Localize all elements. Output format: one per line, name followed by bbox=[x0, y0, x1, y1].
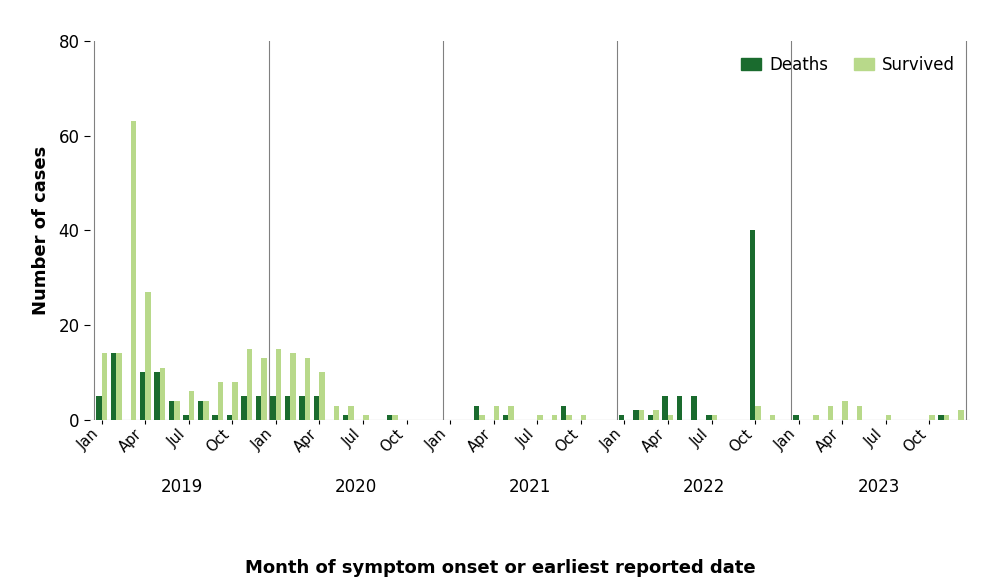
Bar bbox=[691, 396, 697, 420]
Bar bbox=[857, 406, 862, 420]
Bar bbox=[343, 415, 348, 420]
Bar bbox=[299, 396, 305, 420]
Bar bbox=[706, 415, 712, 420]
Bar bbox=[203, 401, 209, 420]
Bar bbox=[131, 121, 136, 420]
Text: Month of symptom onset or earliest reported date: Month of symptom onset or earliest repor… bbox=[245, 559, 755, 577]
Legend: Deaths, Survived: Deaths, Survived bbox=[735, 49, 962, 80]
Bar bbox=[334, 406, 339, 420]
Bar bbox=[938, 415, 944, 420]
Bar bbox=[218, 382, 223, 420]
Bar bbox=[183, 415, 189, 420]
Bar bbox=[387, 415, 392, 420]
Bar bbox=[111, 353, 116, 420]
Bar bbox=[256, 396, 261, 420]
Bar bbox=[154, 373, 160, 420]
Bar bbox=[842, 401, 848, 420]
Bar bbox=[189, 391, 194, 420]
Bar bbox=[944, 415, 949, 420]
Bar bbox=[247, 349, 252, 420]
Bar bbox=[314, 396, 319, 420]
Bar bbox=[633, 410, 639, 420]
Text: 2020: 2020 bbox=[335, 478, 377, 496]
Text: 2022: 2022 bbox=[683, 478, 725, 496]
Bar bbox=[929, 415, 935, 420]
Text: 2023: 2023 bbox=[857, 478, 900, 496]
Bar bbox=[677, 396, 682, 420]
Bar bbox=[712, 415, 717, 420]
Bar bbox=[639, 410, 644, 420]
Bar bbox=[474, 406, 479, 420]
Bar bbox=[227, 415, 232, 420]
Bar bbox=[160, 368, 165, 420]
Bar bbox=[198, 401, 203, 420]
Bar bbox=[96, 396, 102, 420]
Bar bbox=[140, 373, 145, 420]
Bar bbox=[503, 415, 508, 420]
Bar bbox=[648, 415, 653, 420]
Bar bbox=[552, 415, 557, 420]
Bar bbox=[276, 349, 281, 420]
Bar bbox=[212, 415, 218, 420]
Bar bbox=[668, 415, 673, 420]
Bar bbox=[770, 415, 775, 420]
Bar bbox=[581, 415, 586, 420]
Bar bbox=[261, 358, 267, 420]
Bar bbox=[750, 230, 755, 420]
Bar bbox=[102, 353, 107, 420]
Bar bbox=[653, 410, 659, 420]
Bar bbox=[270, 396, 276, 420]
Bar bbox=[319, 373, 325, 420]
Bar bbox=[290, 353, 296, 420]
Y-axis label: Number of cases: Number of cases bbox=[32, 146, 50, 315]
Bar bbox=[566, 415, 572, 420]
Bar bbox=[169, 401, 174, 420]
Bar bbox=[392, 415, 398, 420]
Bar bbox=[619, 415, 624, 420]
Bar bbox=[561, 406, 566, 420]
Text: 2021: 2021 bbox=[509, 478, 551, 496]
Bar bbox=[305, 358, 310, 420]
Bar bbox=[363, 415, 369, 420]
Bar bbox=[828, 406, 833, 420]
Bar bbox=[348, 406, 354, 420]
Bar bbox=[285, 396, 290, 420]
Bar bbox=[116, 353, 122, 420]
Bar bbox=[174, 401, 180, 420]
Bar bbox=[232, 382, 238, 420]
Bar bbox=[958, 410, 964, 420]
Bar bbox=[241, 396, 247, 420]
Bar bbox=[537, 415, 543, 420]
Bar bbox=[508, 406, 514, 420]
Bar bbox=[662, 396, 668, 420]
Bar bbox=[886, 415, 891, 420]
Bar bbox=[479, 415, 485, 420]
Bar bbox=[145, 292, 151, 420]
Text: 2019: 2019 bbox=[160, 478, 203, 496]
Bar bbox=[793, 415, 799, 420]
Bar bbox=[494, 406, 499, 420]
Bar bbox=[755, 406, 761, 420]
Bar bbox=[813, 415, 819, 420]
